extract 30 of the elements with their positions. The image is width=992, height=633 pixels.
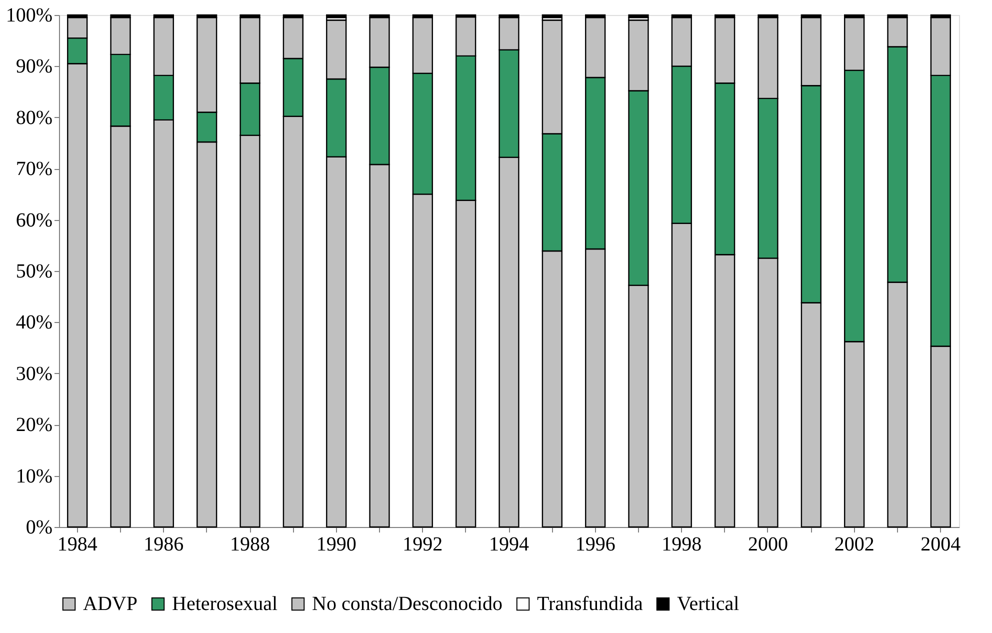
legend-label: Transfundida [537,593,644,615]
y-tick-label: 70% [16,158,52,180]
bar [628,14,649,18]
y-tick-label: 0% [26,516,52,538]
legend-label: ADVP [83,593,138,615]
y-tick-label: 60% [16,209,52,232]
y-tick-label: 40% [16,312,52,334]
y-tick-label: 30% [16,362,52,385]
bar [326,14,347,18]
bar [542,14,562,18]
legend-label: Heterosexual [172,593,278,615]
x-tick-label: 2000 [748,534,788,556]
x-tick-label: 1996 [575,534,616,556]
y-tick-label: 90% [16,56,52,78]
x-tick-label: 2002 [834,534,874,556]
x-tick-label: 1986 [144,534,184,556]
x-tick-label: 1992 [402,534,443,556]
x-tick-label: 1998 [662,534,702,556]
y-tick-label: 20% [16,414,52,436]
y-tick-label: 80% [16,106,52,129]
x-tick-label: 1988 [230,534,270,556]
x-tick-label: 1994 [489,534,529,556]
x-tick-label: 2004 [920,534,961,556]
x-tick-label: 1984 [57,534,98,556]
legend-label: Vertical [677,593,740,615]
y-tick-label: 100% [6,4,52,26]
y-tick-label: 10% [16,465,52,488]
x-tick-label: 1990 [316,534,356,556]
y-tick-label: 50% [16,260,52,282]
legend-label: No consta/Desconocido [312,593,503,615]
